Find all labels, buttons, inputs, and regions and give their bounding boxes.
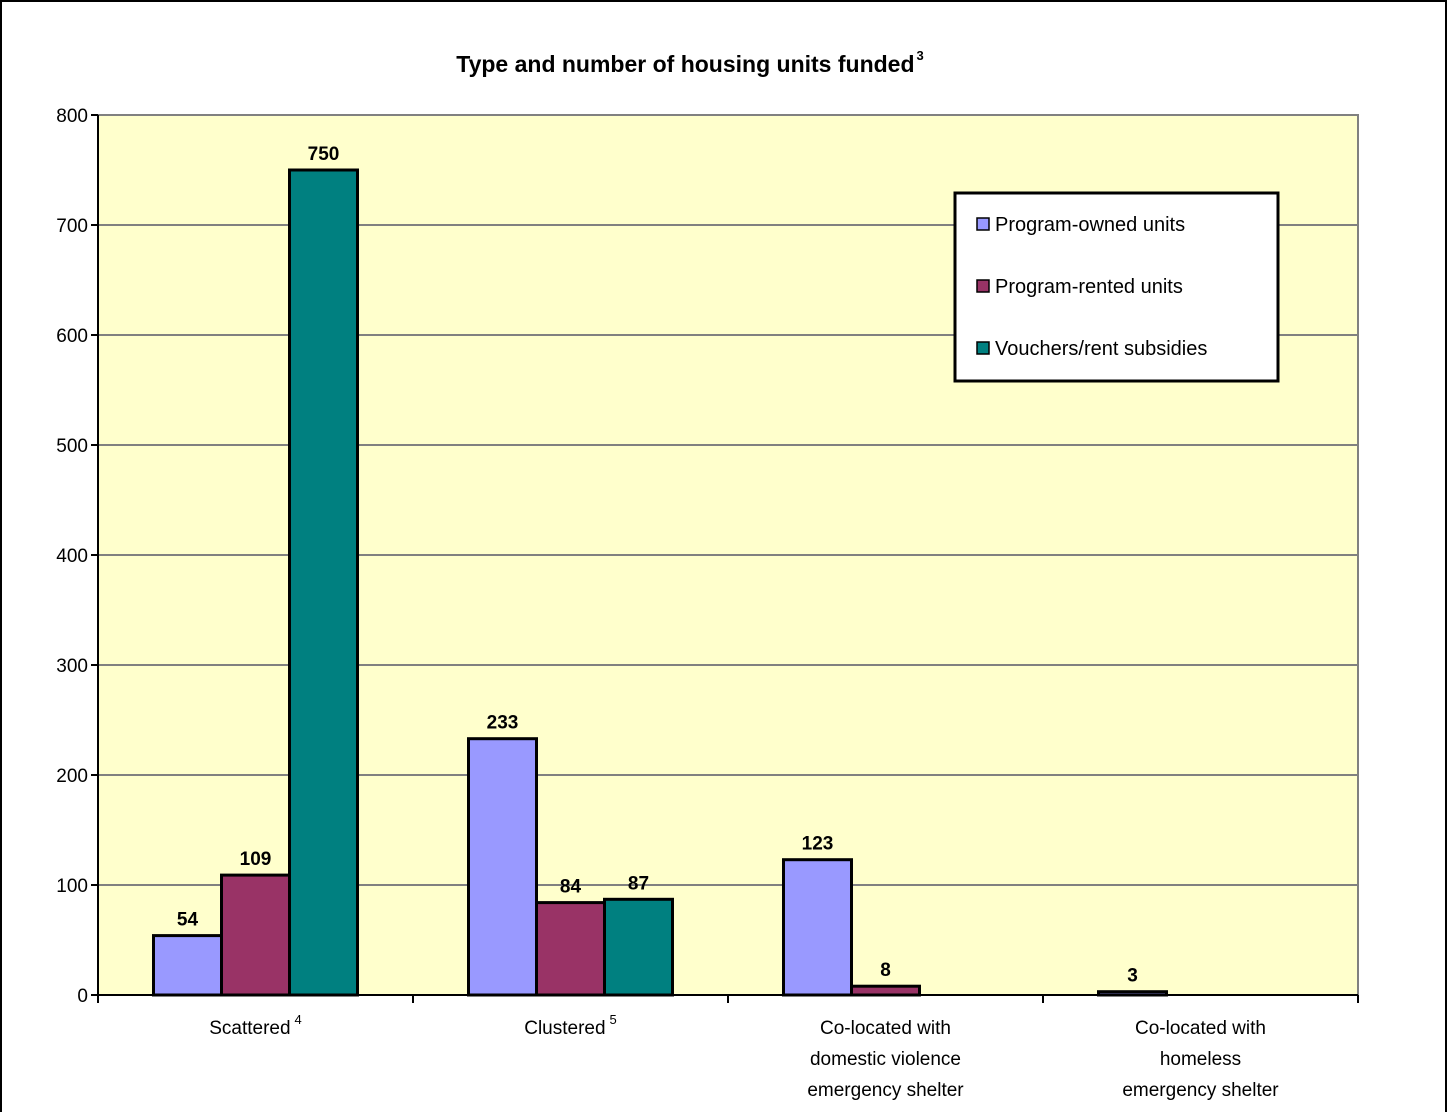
x-tick-label: Clustered 5 — [524, 1012, 617, 1039]
chart-title: Type and number of housing units funded 3 — [456, 48, 924, 77]
value-label: 123 — [802, 834, 834, 855]
legend-swatch — [976, 341, 990, 355]
bar — [535, 901, 606, 997]
y-tick-label: 300 — [56, 656, 88, 677]
y-tick-label: 500 — [56, 436, 88, 457]
bar — [603, 897, 674, 997]
legend-swatch — [976, 217, 990, 231]
x-tick-label: Co-located with homeless emergency shelter — [1122, 1018, 1279, 1101]
y-tick-label: 400 — [56, 546, 88, 567]
x-tick-label-superscript: 4 — [295, 1012, 302, 1027]
legend-label: Program-owned units — [995, 214, 1185, 236]
x-tick-label: Scattered 4 — [209, 1012, 302, 1039]
x-tick-label-line: Co-located with — [820, 1018, 951, 1039]
bar — [152, 934, 223, 997]
y-tick-label: 0 — [77, 986, 88, 1007]
value-label: 233 — [487, 713, 519, 734]
value-label: 8 — [880, 960, 891, 981]
x-tick-label-line: Co-located with — [1135, 1018, 1266, 1039]
bar — [288, 168, 359, 997]
bar — [1097, 990, 1168, 997]
bar — [467, 737, 538, 997]
x-tick-label-line: Clustered — [524, 1018, 605, 1039]
legend-swatch — [976, 279, 990, 293]
legend-label: Program-rented units — [995, 276, 1183, 298]
bar — [220, 873, 291, 997]
x-tick-label-line: emergency shelter — [1122, 1080, 1279, 1101]
value-label: 3 — [1127, 966, 1138, 987]
y-tick-label: 200 — [56, 766, 88, 787]
value-label: 109 — [240, 849, 272, 870]
title-text: Type and number of housing units funded — [456, 51, 914, 77]
x-tick-label-superscript: 5 — [610, 1012, 617, 1027]
x-tick-label-line: Scattered — [209, 1018, 290, 1039]
legend-label: Vouchers/rent subsidies — [995, 338, 1207, 360]
title-superscript: 3 — [917, 48, 924, 63]
x-tick-label-line: emergency shelter — [807, 1080, 964, 1101]
y-tick-label: 600 — [56, 326, 88, 347]
x-tick-label: Co-located with domestic violence emergenc… — [807, 1018, 964, 1101]
x-tick-label-line: domestic violence — [810, 1049, 961, 1070]
value-label: 750 — [308, 144, 340, 165]
value-label: 87 — [628, 873, 649, 894]
value-label: 54 — [177, 910, 199, 931]
value-label: 84 — [560, 877, 582, 898]
y-tick-label: 800 — [56, 106, 88, 127]
y-tick-label: 700 — [56, 216, 88, 237]
y-tick-label: 100 — [56, 876, 88, 897]
legend-box — [953, 191, 1280, 383]
x-tick-label-line: homeless — [1160, 1049, 1241, 1070]
bar — [850, 984, 921, 997]
bar — [782, 858, 853, 997]
